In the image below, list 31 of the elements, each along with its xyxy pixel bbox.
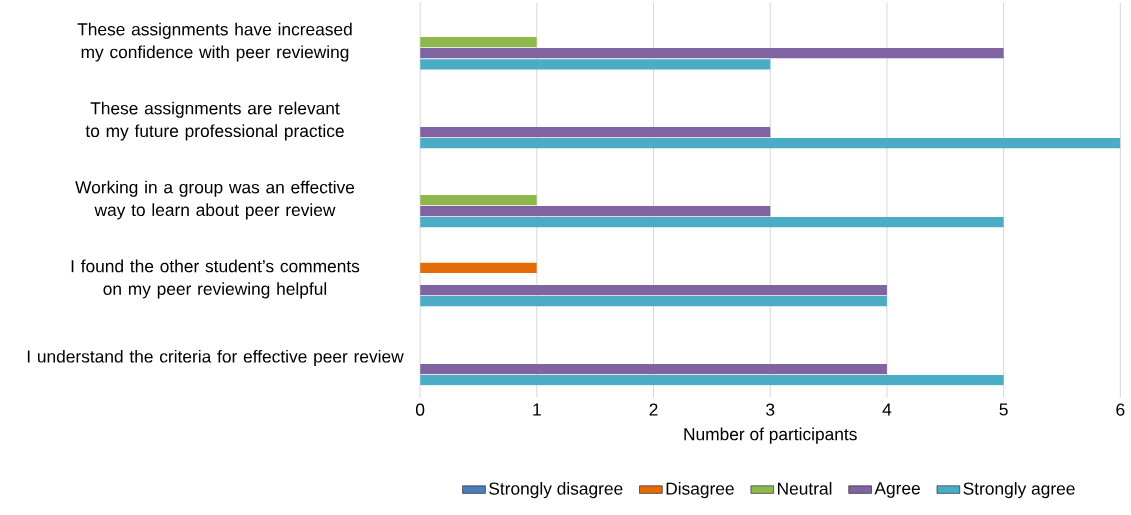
bar: [420, 217, 1004, 228]
bar: [420, 285, 887, 296]
x-tick-label: 6: [1116, 403, 1125, 416]
x-tick-label: 4: [882, 403, 892, 416]
bar: [420, 127, 771, 138]
legend-label: Strongly agree: [963, 482, 1075, 499]
y-tick-label: These assignments are relevant to my future professional practice: [85, 101, 344, 141]
bar: [420, 48, 1004, 59]
y-tick-label: These assignments have increased my confidence with peer reviewing: [77, 22, 352, 62]
x-tick-label: 2: [649, 403, 658, 416]
bar: [420, 262, 537, 274]
y-tick-label: I understand the criteria for effective peer review: [27, 349, 404, 367]
bar: [420, 375, 1004, 386]
x-tick-label: 1: [533, 403, 541, 416]
legend-label: Disagree: [666, 482, 734, 499]
legend-label: Neutral: [777, 482, 832, 495]
x-tick-label: 5: [999, 403, 1008, 416]
legend-label: Strongly disagree: [489, 482, 623, 499]
bar: [420, 195, 537, 206]
x-axis-title: Number of participants: [684, 427, 857, 444]
y-tick-label: Working in a group was an effective way to learn about peer review: [75, 180, 355, 220]
bar: [420, 138, 1121, 149]
bar: [420, 296, 887, 307]
y-tick-label: I found the other student’s comments on my peer reviewing helpful: [71, 259, 360, 299]
legend-label: Agree: [874, 482, 920, 498]
bar: [420, 206, 771, 217]
bar: [420, 363, 887, 375]
bar: [420, 59, 771, 70]
x-tick-label: 3: [766, 403, 775, 416]
bar: [420, 37, 537, 48]
x-tick-label: 0: [415, 403, 425, 416]
